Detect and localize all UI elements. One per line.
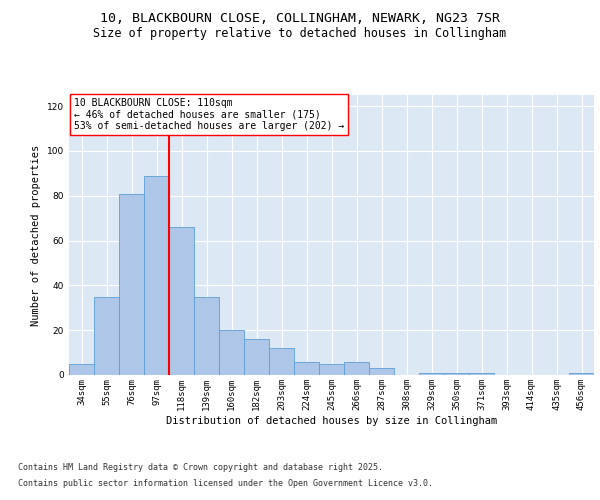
Bar — [194, 296, 219, 375]
Bar — [219, 330, 244, 375]
Text: Contains public sector information licensed under the Open Government Licence v3: Contains public sector information licen… — [18, 478, 433, 488]
Bar — [119, 194, 144, 375]
Bar — [269, 348, 294, 375]
Bar — [144, 176, 169, 375]
Bar — [444, 373, 469, 375]
Text: Size of property relative to detached houses in Collingham: Size of property relative to detached ho… — [94, 28, 506, 40]
Bar — [319, 364, 344, 375]
Bar — [294, 362, 319, 375]
Bar — [169, 227, 194, 375]
Bar — [69, 364, 94, 375]
Text: Contains HM Land Registry data © Crown copyright and database right 2025.: Contains HM Land Registry data © Crown c… — [18, 464, 383, 472]
Bar — [94, 296, 119, 375]
Bar — [569, 373, 594, 375]
Y-axis label: Number of detached properties: Number of detached properties — [31, 144, 41, 326]
Text: 10 BLACKBOURN CLOSE: 110sqm
← 46% of detached houses are smaller (175)
53% of se: 10 BLACKBOURN CLOSE: 110sqm ← 46% of det… — [74, 98, 344, 131]
Bar — [419, 373, 444, 375]
Bar — [469, 373, 494, 375]
Bar — [244, 339, 269, 375]
X-axis label: Distribution of detached houses by size in Collingham: Distribution of detached houses by size … — [166, 416, 497, 426]
Bar — [344, 362, 369, 375]
Bar — [369, 368, 394, 375]
Text: 10, BLACKBOURN CLOSE, COLLINGHAM, NEWARK, NG23 7SR: 10, BLACKBOURN CLOSE, COLLINGHAM, NEWARK… — [100, 12, 500, 26]
